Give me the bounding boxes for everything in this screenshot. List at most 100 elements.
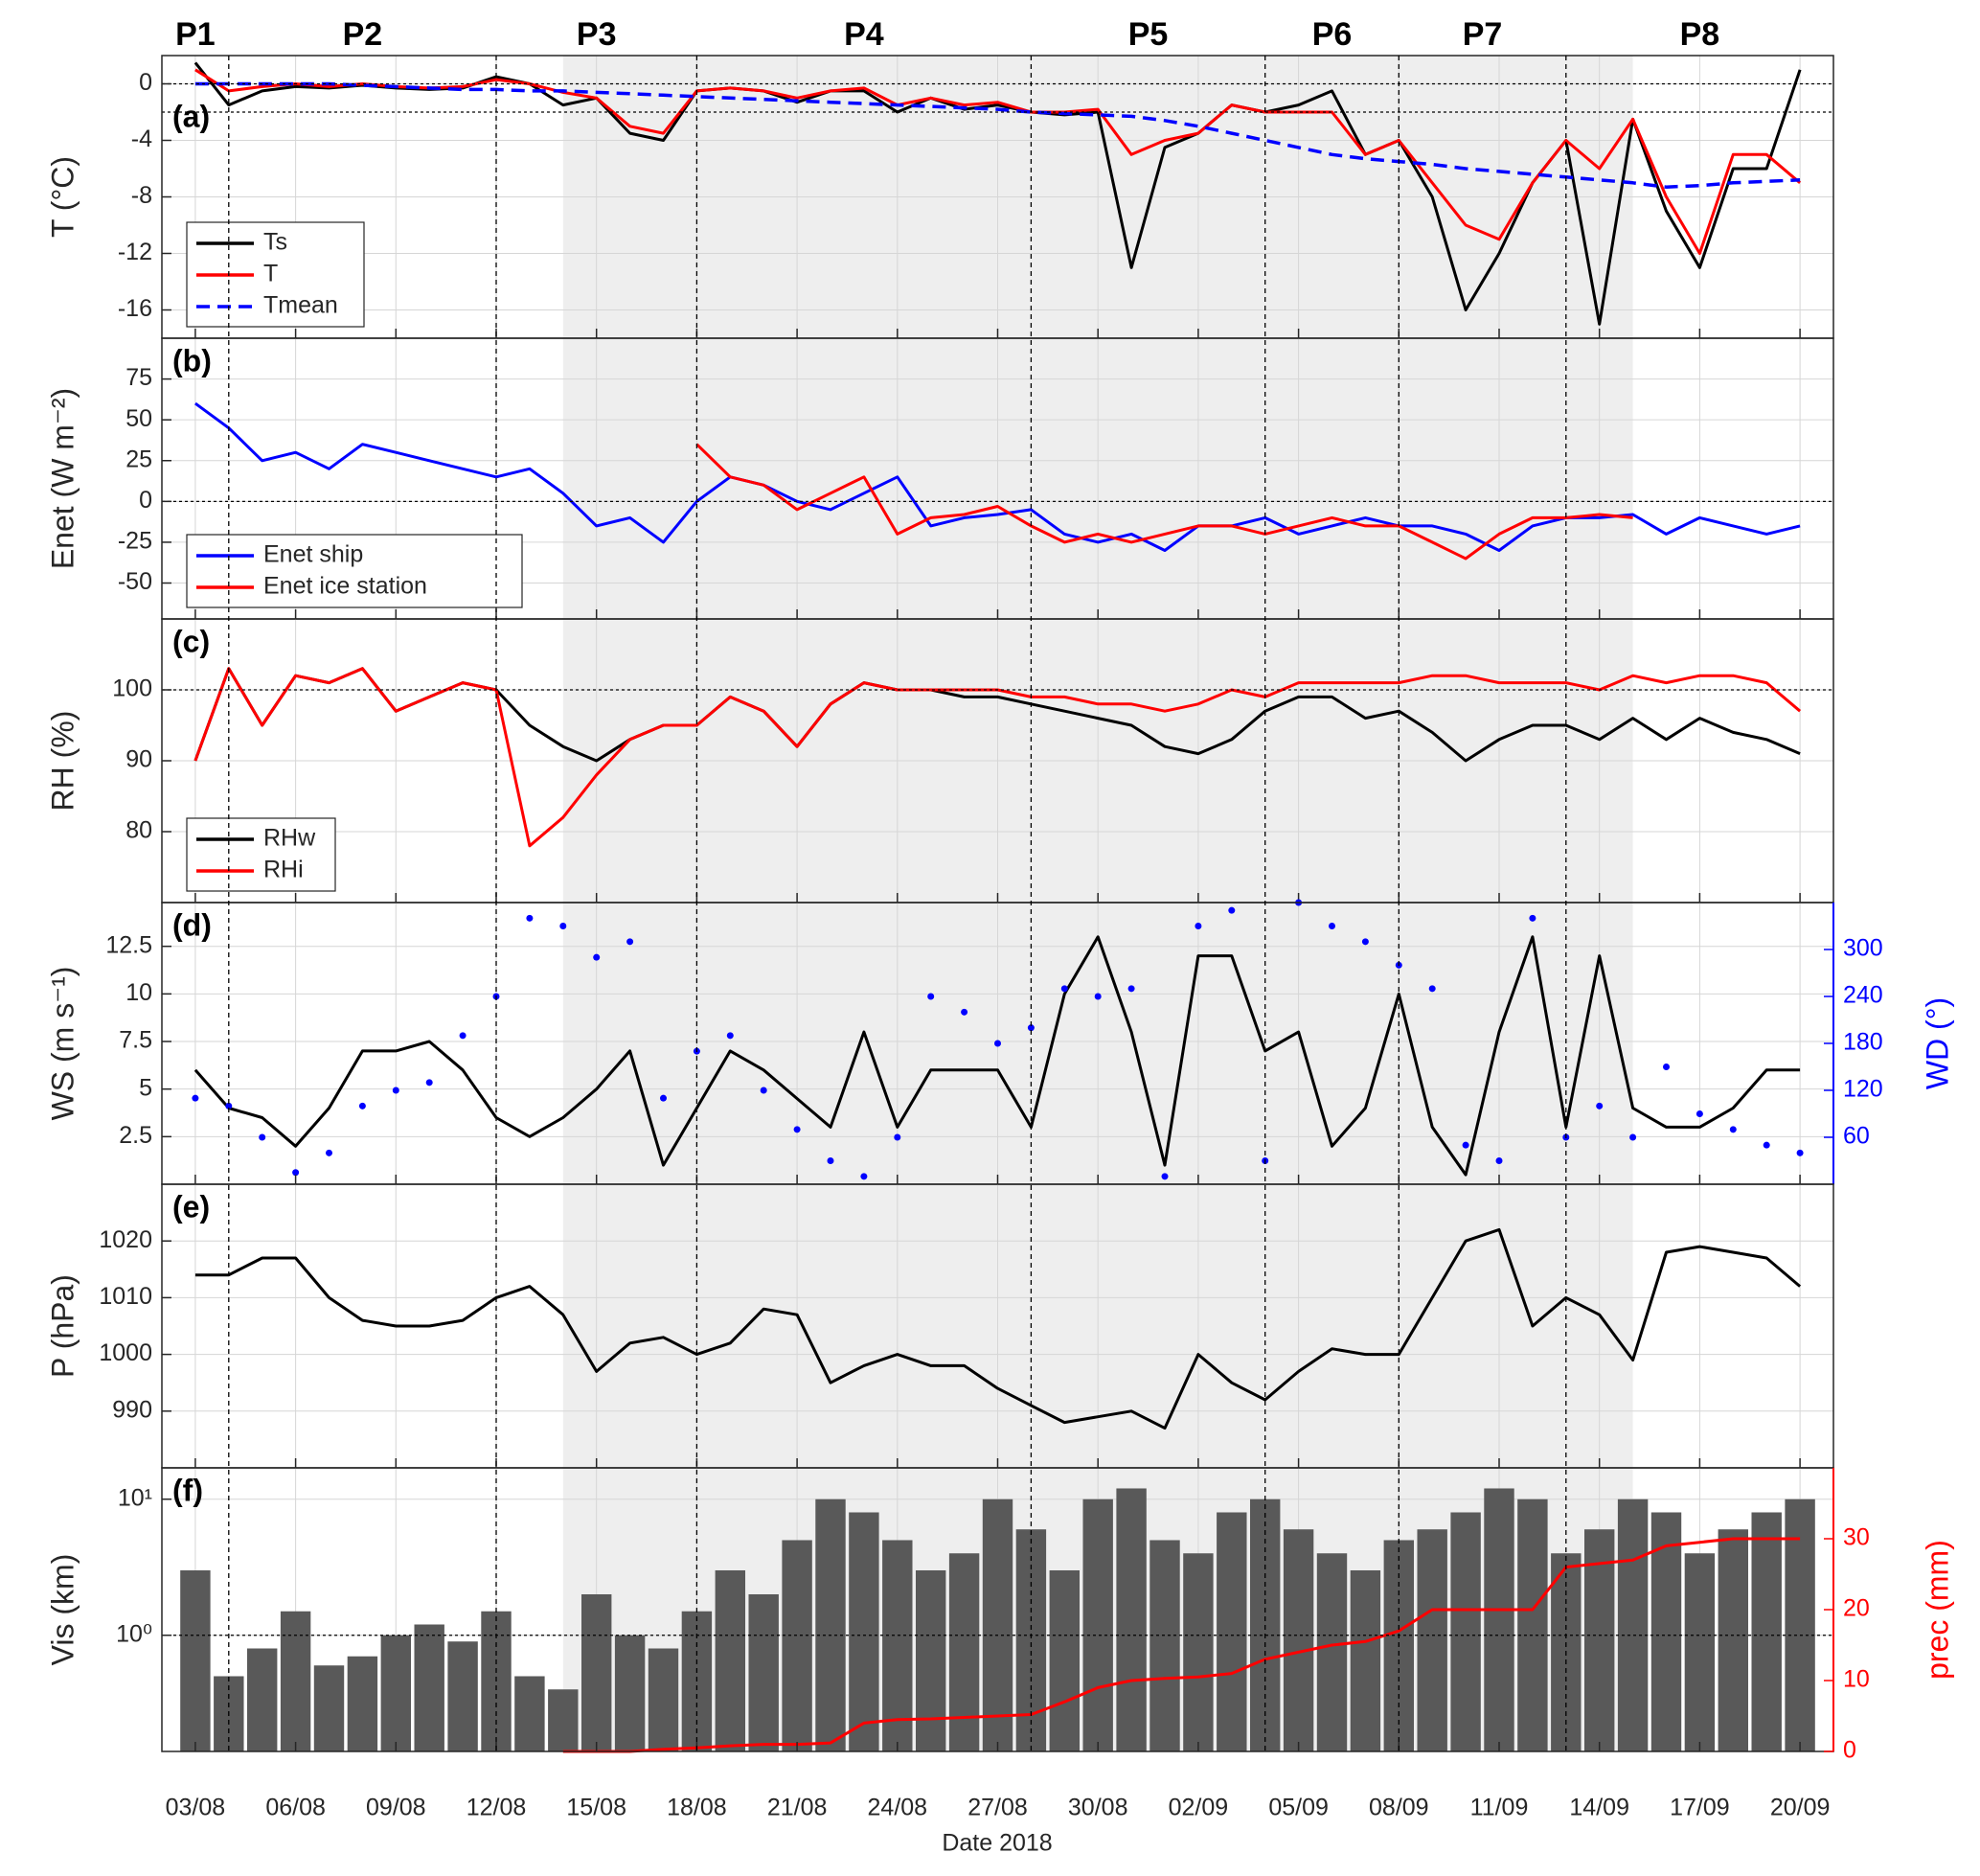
point	[1228, 906, 1236, 914]
point	[827, 1157, 834, 1164]
bar	[1450, 1512, 1481, 1751]
point	[1596, 1102, 1604, 1110]
point	[760, 1087, 767, 1094]
y-tick-label: 75	[125, 364, 152, 391]
line	[562, 1537, 1801, 1753]
point	[1361, 938, 1369, 946]
panel-label: (f)	[172, 1473, 203, 1507]
panel: 80 90 100 RH (%) (c) RHw RHi	[45, 618, 1834, 904]
x-tick-label: 08/09	[1369, 1795, 1429, 1821]
point	[1329, 923, 1335, 929]
point	[1529, 914, 1536, 922]
y2-tick-label: 30	[1843, 1524, 1870, 1551]
bar	[313, 1665, 345, 1751]
point	[1495, 1157, 1503, 1164]
y-tick-label: 0	[139, 69, 152, 96]
line	[695, 443, 1633, 561]
y-tick-label: 1020	[99, 1226, 152, 1253]
bar	[1149, 1540, 1180, 1751]
period-label: P8	[1680, 16, 1720, 53]
point	[459, 1032, 467, 1040]
y-tick-label: 10	[125, 979, 152, 1006]
bar	[1283, 1529, 1314, 1751]
bar	[447, 1641, 478, 1751]
y-tick-label: 50	[125, 405, 152, 432]
point	[660, 1094, 667, 1102]
x-tick-label: 05/09	[1268, 1795, 1329, 1821]
legend-label: Ts	[263, 229, 287, 256]
period-label: P6	[1312, 16, 1353, 53]
point	[726, 1032, 734, 1040]
x-tick-label: 30/08	[1068, 1795, 1128, 1821]
panel-label: (d)	[172, 907, 212, 942]
line	[194, 68, 1802, 255]
bar	[514, 1676, 545, 1751]
point	[358, 1102, 366, 1110]
y2-tick-label: 0	[1843, 1737, 1856, 1764]
x-tick-label: 11/09	[1470, 1795, 1529, 1821]
point	[292, 1169, 300, 1177]
point	[927, 993, 935, 1000]
point	[1127, 985, 1135, 993]
bar	[414, 1624, 444, 1751]
line	[194, 1227, 1802, 1430]
period-label: P5	[1128, 16, 1169, 53]
bar	[1217, 1512, 1247, 1751]
bar	[815, 1499, 846, 1751]
bar	[1650, 1512, 1682, 1751]
x-axis-label: Date 2018	[942, 1830, 1052, 1857]
y-tick-label: -8	[131, 182, 152, 209]
point	[392, 1087, 399, 1094]
bar	[180, 1569, 211, 1751]
bar	[1718, 1529, 1749, 1751]
y-tick-label: 80	[125, 817, 152, 844]
bar	[1751, 1512, 1782, 1751]
x-tick-label: 12/08	[467, 1795, 527, 1821]
y2-tick-label: 240	[1843, 982, 1883, 1009]
y-tick-label: 12.5	[105, 931, 152, 958]
period-label: P3	[577, 16, 617, 53]
point	[1763, 1141, 1770, 1149]
bar	[715, 1569, 746, 1751]
y-tick-label: -50	[118, 568, 152, 595]
point	[526, 914, 534, 922]
legend-label: Enet ship	[263, 541, 363, 568]
y-tick-label: 7.5	[119, 1027, 152, 1054]
bar	[982, 1499, 1013, 1751]
x-tick-label: 18/08	[667, 1795, 727, 1821]
y-tick-label: 2.5	[119, 1122, 152, 1149]
bar	[1350, 1569, 1381, 1751]
y-tick-label: -16	[118, 295, 152, 322]
y-tick-label: 1000	[99, 1339, 152, 1366]
y-axis-label: T (°C)	[45, 156, 80, 238]
x-tick-label: 15/08	[566, 1795, 626, 1821]
point	[994, 1040, 1001, 1047]
x-tick-label: 02/09	[1169, 1795, 1229, 1821]
y2-axis-label: prec (mm)	[1920, 1540, 1954, 1680]
bar	[849, 1512, 879, 1751]
x-tick-label: 24/08	[868, 1795, 928, 1821]
x-tick-label: 14/09	[1569, 1795, 1629, 1821]
legend-label: Tmean	[263, 292, 338, 319]
y-axis-label: Vis (km)	[45, 1554, 80, 1666]
y-tick-label: -4	[131, 126, 152, 152]
legend-label: RHi	[263, 857, 304, 883]
point	[1729, 1126, 1737, 1133]
bar	[1049, 1569, 1081, 1751]
bar	[246, 1648, 278, 1751]
point	[1462, 1141, 1469, 1149]
point	[326, 1149, 332, 1156]
bar	[1316, 1553, 1348, 1751]
y2-tick-label: 10	[1843, 1666, 1870, 1693]
point	[225, 1102, 233, 1110]
panel-label: (a)	[172, 99, 210, 133]
bar	[280, 1611, 311, 1751]
y-axis-label: RH (%)	[45, 711, 80, 812]
y-tick-label: 25	[125, 446, 152, 472]
y2-tick-label: 20	[1843, 1595, 1870, 1622]
line	[194, 401, 1801, 552]
bar	[948, 1553, 980, 1751]
panel: 10⁰ 10¹ 0 10 20 30 prec (mm) Vis (km) (f)	[45, 1467, 1954, 1764]
bar	[548, 1689, 579, 1751]
